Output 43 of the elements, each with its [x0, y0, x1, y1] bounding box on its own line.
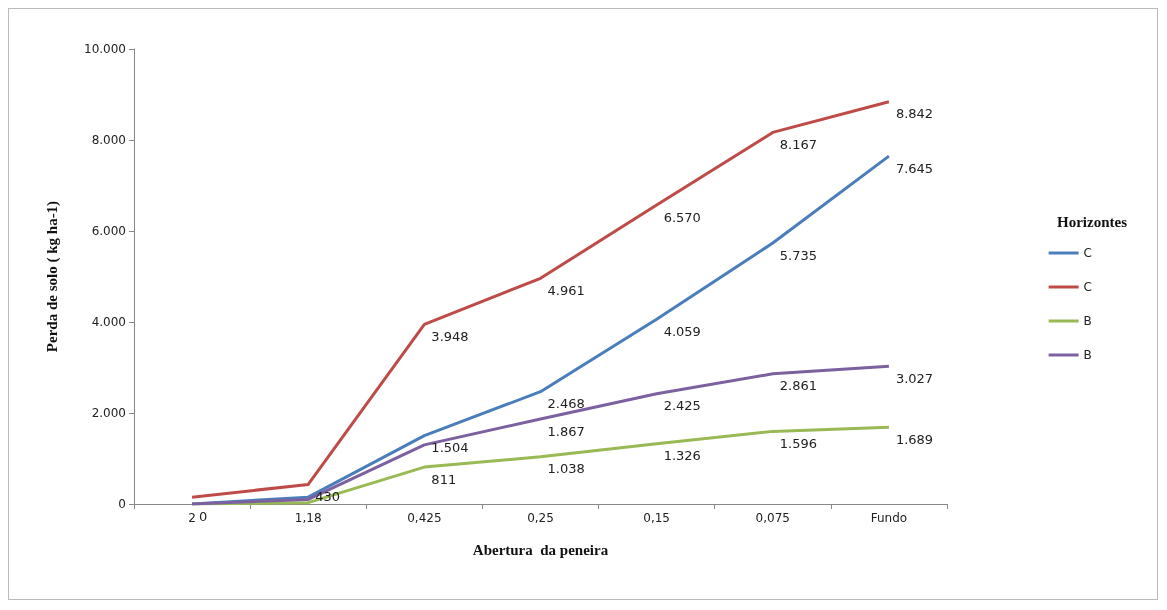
data-label: 1.596: [779, 435, 817, 451]
x-tick-label: Fundo: [870, 511, 908, 525]
data-label: 6.570: [663, 209, 701, 225]
data-label: 1.689: [895, 431, 934, 447]
data-label: 8.842: [895, 106, 934, 122]
data-label: 3.948: [431, 328, 469, 344]
data-label: 2.861: [779, 378, 817, 394]
data-label: 0: [199, 508, 208, 524]
legend-title: Horizontes: [1057, 213, 1128, 230]
x-tick-label: 1,18: [294, 511, 322, 525]
data-label: 2.468: [547, 396, 585, 412]
line-series: [190, 100, 891, 499]
data-label: 4.961: [547, 282, 585, 298]
data-label: 1.038: [547, 461, 585, 477]
data-label: 1.867: [547, 423, 585, 439]
y-tick-label: 4.000: [91, 315, 126, 329]
y-tick-label: 6.000: [91, 224, 126, 238]
data-label: 2.425: [663, 398, 701, 414]
line-series: [190, 364, 891, 506]
data-label: 430: [315, 488, 341, 504]
y-tick-label: 10.000: [84, 42, 126, 56]
y-tick-label: 0: [118, 497, 126, 511]
x-tick-label: 0,25: [527, 511, 554, 525]
legend-label: B: [1083, 314, 1092, 328]
data-label: 7.645: [895, 160, 934, 176]
x-tick-label: 0,15: [643, 511, 670, 525]
data-label: 1.326: [663, 448, 701, 464]
x-tick-label: 0,425: [407, 511, 442, 525]
legend-label: B: [1083, 348, 1092, 362]
data-label: 4.059: [663, 323, 701, 339]
legend-label: C: [1083, 246, 1093, 260]
data-label: 8.167: [779, 136, 817, 152]
y-tick-label: 2.000: [91, 406, 126, 420]
y-tick-label: 8.000: [91, 133, 126, 147]
y-axis-title: Perda de solo ( kg ha-1): [43, 200, 61, 353]
data-label: 5.735: [779, 247, 817, 263]
x-axis-title: Abertura da peneira: [472, 541, 609, 558]
data-label: 1.504: [431, 440, 469, 456]
x-tick-label: 0,075: [755, 511, 790, 525]
x-tick-label: 2: [188, 511, 196, 525]
data-label: 811: [431, 471, 457, 487]
data-label: 3.027: [895, 370, 934, 386]
legend-label: C: [1083, 280, 1093, 294]
